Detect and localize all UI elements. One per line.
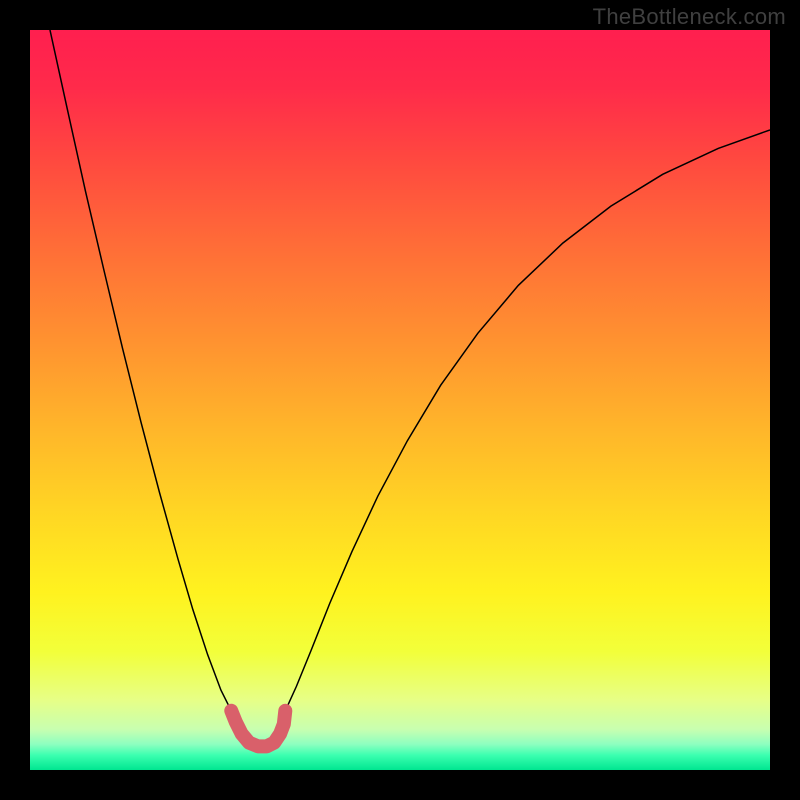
bottleneck-curve [30,30,770,770]
plot-area [30,30,770,770]
watermark-text: TheBottleneck.com [593,4,786,30]
chart-container: TheBottleneck.com [0,0,800,800]
